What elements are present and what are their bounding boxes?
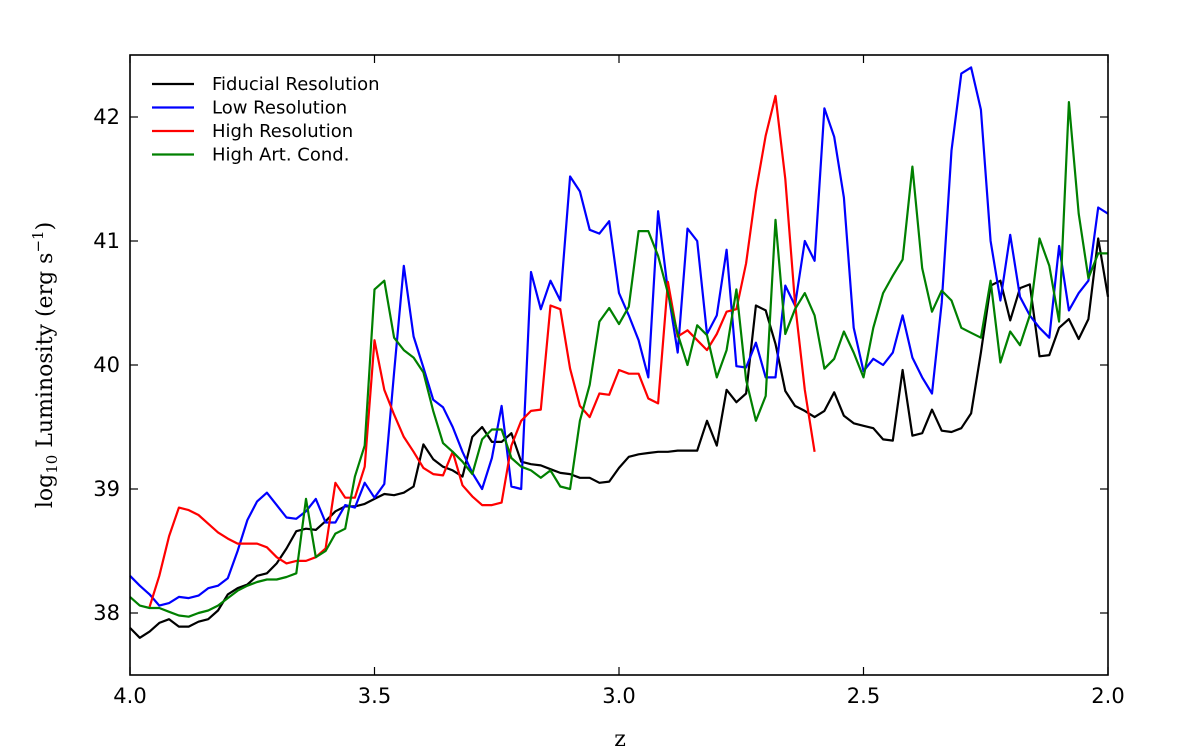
series-line-1 — [129, 66, 1109, 607]
x-tick-label-4: 2.0 — [1091, 684, 1124, 708]
x-tick-label-0: 4.0 — [113, 684, 146, 708]
axes-layer: 4.0 3.5 3.0 2.5 2.0 38 39 40 41 42 — [93, 54, 1125, 708]
series-layer — [129, 66, 1110, 639]
y-tick-label-4: 42 — [93, 105, 120, 129]
series-line-0 — [129, 237, 1110, 639]
y-tick-label-0: 38 — [93, 601, 120, 625]
y-axis-label-log: log — [33, 474, 58, 508]
x-axis-label: z — [614, 727, 626, 752]
y-tick-label-1: 39 — [93, 477, 120, 501]
series-line-3 — [129, 101, 1108, 618]
y-axis-label-sup: −1 — [29, 230, 47, 252]
legend-label-0: Fiducial Resolution — [212, 74, 380, 95]
y-axis-label-sub: 10 — [43, 455, 61, 474]
legend-label-3: High Art. Cond. — [212, 145, 349, 166]
y-axis-label-close: ) — [33, 222, 58, 231]
y-axis-label-rest: Luminosity (erg s — [33, 253, 58, 455]
x-tick-label-3: 2.5 — [847, 684, 880, 708]
series-line-2 — [148, 94, 816, 608]
legend-label-1: Low Resolution — [212, 98, 347, 119]
legend-label-2: High Resolution — [212, 121, 353, 142]
x-tick-label-1: 3.5 — [358, 684, 391, 708]
y-axis-label: log10 Luminosity (erg s−1) — [29, 222, 61, 508]
y-tick-label-3: 41 — [93, 229, 120, 253]
x-tick-label-2: 3.0 — [602, 684, 635, 708]
y-tick-label-2: 40 — [93, 353, 120, 377]
